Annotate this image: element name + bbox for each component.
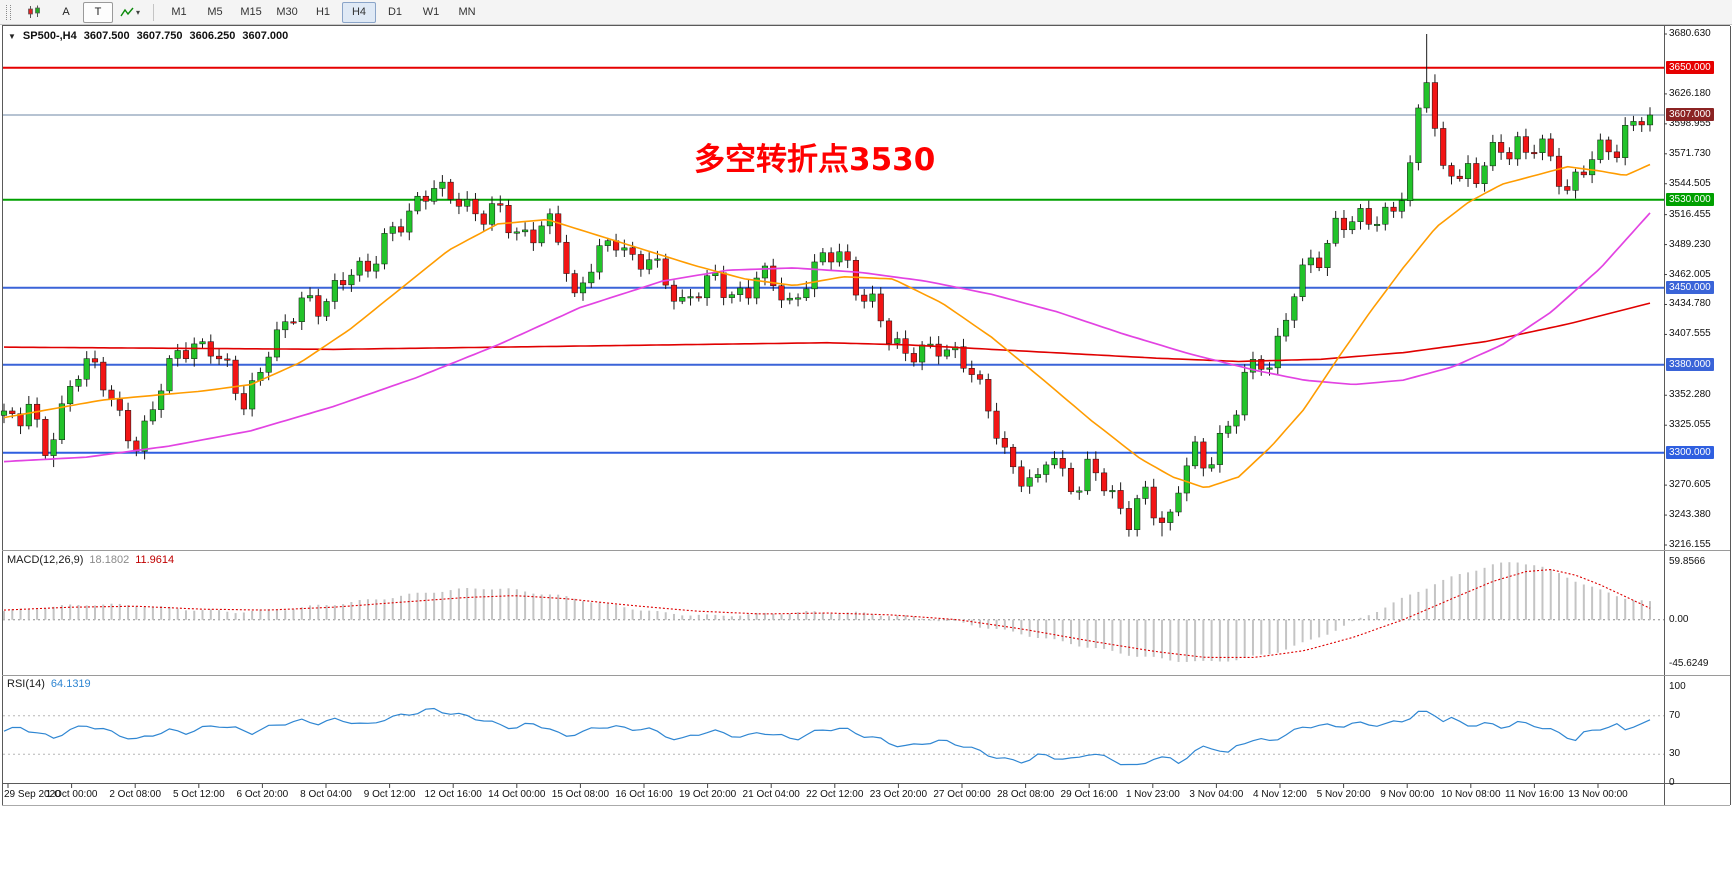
time-axis-label: 5 Nov 20:00 <box>1316 789 1371 800</box>
price-axis-label: 3462.005 <box>1669 268 1711 280</box>
rsi-value: 64.1319 <box>50 678 91 690</box>
chart-type-button[interactable] <box>19 2 49 23</box>
timeframe-bar: M1 M5 M15 M30 H1 H4 D1 W1 MN <box>162 1 484 23</box>
price-axis-label: 3489.230 <box>1669 238 1711 250</box>
time-axis-label: 9 Oct 12:00 <box>363 789 416 800</box>
price-axis-label: 3626.180 <box>1669 87 1711 99</box>
price-axis-label: 3270.605 <box>1669 479 1711 491</box>
rsi-name: RSI(14) <box>7 678 45 690</box>
time-axis-label: 11 Nov 16:00 <box>1505 789 1564 800</box>
time-axis-label: 13 Nov 00:00 <box>1568 789 1628 800</box>
price-axis-label: 3680.630 <box>1669 28 1711 39</box>
time-axis-label: 27 Oct 00:00 <box>933 789 991 800</box>
time-axis-label: 1 Nov 23:00 <box>1125 789 1180 800</box>
time-axis-label: 19 Oct 20:00 <box>678 789 737 800</box>
price-axis-label: 3216.155 <box>1669 539 1711 550</box>
price-level-badge: 3650.000 <box>1666 60 1714 74</box>
time-axis-label: 3 Nov 04:00 <box>1189 789 1244 800</box>
toolbar-button-a[interactable]: A <box>62 6 70 18</box>
price-axis-label: 3407.555 <box>1669 328 1711 340</box>
time-axis-label: 10 Nov 08:00 <box>1441 789 1501 800</box>
time-axis-label: 9 Nov 00:00 <box>1380 789 1435 800</box>
ohlc-high: 3607.750 <box>136 30 183 42</box>
rsi-axis-label: 100 <box>1669 681 1686 692</box>
time-axis-label: 2 Oct 08:00 <box>109 789 162 800</box>
toolbar-separator <box>153 3 155 21</box>
time-axis-label: 28 Oct 08:00 <box>996 789 1055 800</box>
rsi-axis-label: 30 <box>1669 748 1681 760</box>
time-axis-label: 29 Sep 2020 <box>4 789 61 800</box>
toolbar-drag-handle[interactable] <box>6 4 11 20</box>
ohlc-low: 3606.250 <box>189 30 236 42</box>
indicator-zigzag-icon <box>120 7 134 17</box>
time-axis-label: 29 Oct 16:00 <box>1060 789 1118 800</box>
time-axis-label: 1 Oct 00:00 <box>45 789 98 800</box>
macd-axis-label: 0.00 <box>1669 613 1689 625</box>
price-axis-label: 3243.380 <box>1669 509 1711 521</box>
timeframe-button-m15[interactable]: M15 <box>240 6 262 18</box>
price-axis[interactable]: 3680.630 3626.180 3598.955 3571.730 3544.505… <box>1666 26 1732 806</box>
text-tool-button[interactable]: T <box>83 1 113 23</box>
price-axis-label: 3352.280 <box>1669 389 1711 401</box>
price-axis-label: 3571.730 <box>1669 147 1711 159</box>
time-axis-label: 22 Oct 12:00 <box>806 789 864 800</box>
price-level-badge: 3530.000 <box>1666 192 1714 206</box>
chart-annotation-text: 多空转折点3530 <box>694 142 936 178</box>
timeframe-button-m5[interactable]: M5 <box>207 6 223 18</box>
collapse-chart-icon[interactable]: ▼ <box>8 31 16 41</box>
price-level-badge: 3300.000 <box>1666 445 1714 459</box>
price-axis-label: 3544.505 <box>1669 177 1711 189</box>
price-axis-label: 3516.455 <box>1669 208 1711 220</box>
time-axis-label: 6 Oct 20:00 <box>236 789 289 800</box>
timeframe-button-w1[interactable]: W1 <box>422 6 440 18</box>
symbol-period-label: SP500-,H4 <box>22 30 77 42</box>
timeframe-button-mn[interactable]: MN <box>458 6 476 18</box>
price-axis-label: 3598.955 <box>1669 117 1711 129</box>
ohlc-open: 3607.500 <box>83 30 130 42</box>
price-level-badge: 3450.000 <box>1666 280 1714 294</box>
time-axis-label: 23 Oct 20:00 <box>869 789 928 800</box>
price-axis-label: 3434.780 <box>1669 298 1711 310</box>
time-axis-label: 21 Oct 04:00 <box>742 789 800 800</box>
time-axis[interactable]: 29 Sep 2020 1 Oct 00:00 2 Oct 08:00 5 Oct 1… <box>0 786 1664 804</box>
macd-signal-value: 11.9614 <box>135 554 175 566</box>
chart-toolbar: A T ▾ M1 M5 M15 M30 H1 H4 D1 W1 MN <box>0 0 1732 25</box>
time-axis-label: 15 Oct 08:00 <box>551 789 610 800</box>
chevron-down-icon: ▾ <box>136 7 141 17</box>
timeframe-button-m30[interactable]: M30 <box>276 6 298 18</box>
timeframe-button-m1[interactable]: M1 <box>171 6 187 18</box>
time-axis-label: 14 Oct 00:00 <box>488 789 546 800</box>
macd-name: MACD(12,26,9) <box>7 554 84 566</box>
indicators-dropdown-button[interactable]: ▾ <box>115 2 145 23</box>
time-axis-label: 5 Oct 12:00 <box>172 789 225 800</box>
macd-main-value: 18.1802 <box>89 554 130 566</box>
symbol-ohlc-header: ▼ SP500-,H4 3607.500 3607.750 3606.250 3… <box>8 30 288 42</box>
rsi-axis-label: 0 <box>1669 777 1675 788</box>
timeframe-button-h4[interactable]: H4 <box>342 1 377 23</box>
price-axis-label: 3325.055 <box>1669 419 1711 431</box>
price-level-badge: 3380.000 <box>1666 357 1714 371</box>
macd-indicator-label: MACD(12,26,9) 18.1802 11.9614 <box>7 554 174 566</box>
time-axis-label: 16 Oct 16:00 <box>615 789 673 800</box>
time-axis-label: 8 Oct 04:00 <box>300 789 352 800</box>
macd-axis-label: -45.6249 <box>1669 657 1709 669</box>
time-axis-label: 4 Nov 12:00 <box>1253 789 1307 800</box>
candlestick-chart-icon <box>28 5 40 18</box>
timeframe-button-h1[interactable]: H1 <box>315 6 331 18</box>
price-level-badge: 3607.000 <box>1666 108 1714 121</box>
time-axis-label: 12 Oct 16:00 <box>424 789 482 800</box>
macd-axis-label: 59.8566 <box>1669 555 1706 567</box>
rsi-indicator-label: RSI(14) 64.1319 <box>7 678 91 690</box>
rsi-axis-label: 70 <box>1669 709 1681 721</box>
timeframe-button-d1[interactable]: D1 <box>387 6 403 18</box>
ohlc-close: 3607.000 <box>242 30 289 42</box>
